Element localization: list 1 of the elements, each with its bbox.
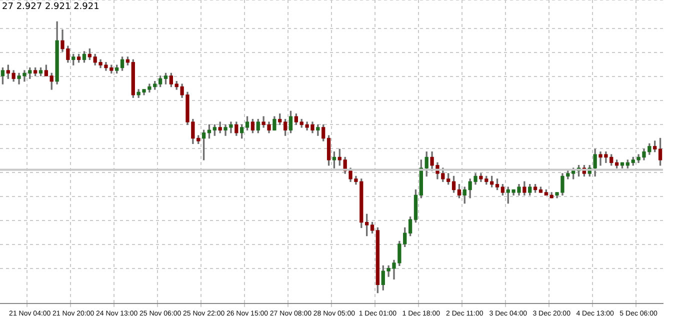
text: 27 2.927 2.921 2.921 <box>2 2 100 12</box>
